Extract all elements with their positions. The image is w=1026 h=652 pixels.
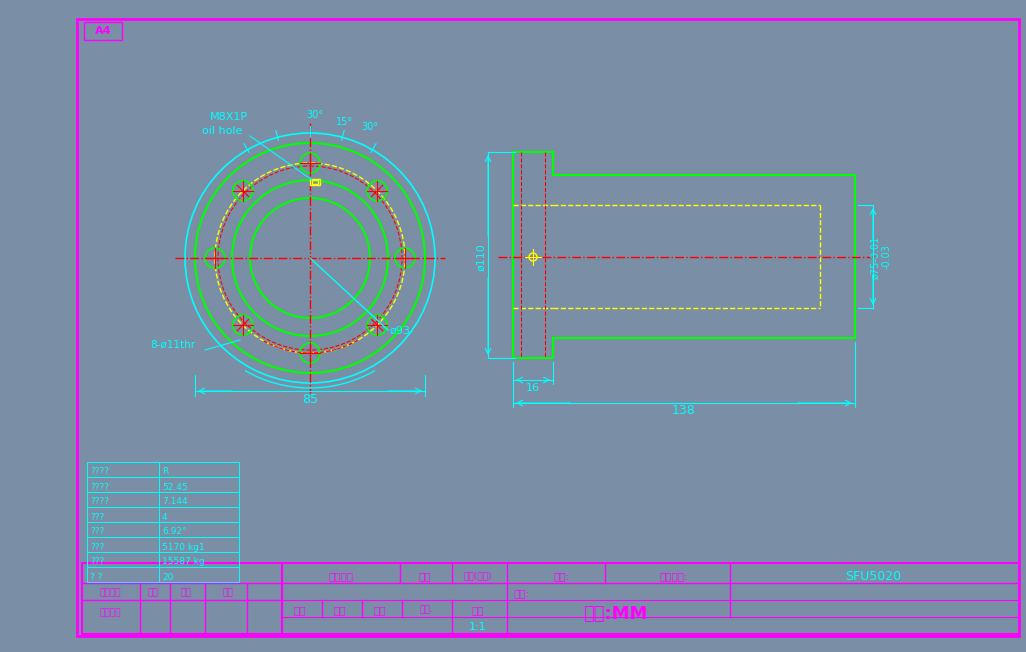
Text: 视角.: 视角. (420, 606, 433, 614)
Text: ???: ??? (90, 512, 105, 522)
Bar (87, 552, 159, 567)
Text: oil hole: oil hole (202, 126, 242, 136)
Text: ???: ??? (90, 542, 105, 552)
Text: M8X1P: M8X1P (210, 112, 248, 122)
Text: 8-ø11thr: 8-ø11thr (150, 340, 195, 350)
Bar (87, 567, 159, 582)
Text: 1:1: 1:1 (469, 622, 486, 632)
Text: ø93: ø93 (390, 326, 410, 336)
Text: ???: ??? (90, 527, 105, 537)
Text: 数量(单台): 数量(单台) (464, 572, 492, 580)
Text: ? ?: ? ? (90, 572, 103, 582)
Bar (282, 563, 1019, 634)
Bar (0, 638, 1026, 652)
Text: 52.45: 52.45 (162, 482, 188, 492)
Bar (1020, 0, 1026, 652)
Text: 7.144: 7.144 (162, 497, 188, 507)
Text: 处数: 处数 (148, 589, 158, 597)
Text: 30°: 30° (307, 110, 323, 120)
Text: ???: ??? (90, 557, 105, 567)
Text: ????: ???? (90, 467, 109, 477)
Text: 20: 20 (162, 572, 173, 582)
Text: 更改标记: 更改标记 (100, 589, 121, 597)
Bar (84, 22, 122, 40)
Text: 16: 16 (526, 383, 540, 393)
Bar (87, 537, 159, 552)
Text: 5170 kg1: 5170 kg1 (162, 542, 204, 552)
Text: 比例: 比例 (472, 605, 484, 615)
Text: ????: ???? (90, 497, 109, 507)
Text: 绘图: 绘图 (293, 605, 306, 615)
Text: 签名: 签名 (223, 589, 233, 597)
Text: 138: 138 (672, 404, 696, 417)
Text: R: R (162, 467, 168, 477)
Bar (0, 0, 1026, 18)
Bar (87, 492, 159, 507)
Bar (159, 552, 239, 567)
Text: 设计: 设计 (333, 605, 346, 615)
Text: 审核: 审核 (373, 605, 386, 615)
Text: 15°: 15° (337, 117, 354, 127)
Bar (87, 507, 159, 522)
Bar (87, 462, 159, 477)
Text: 4: 4 (162, 512, 167, 522)
Text: 型号:: 型号: (554, 571, 570, 581)
Text: ø75-0.01
-0.03: ø75-0.01 -0.03 (870, 235, 892, 278)
Text: ????: ???? (90, 482, 109, 492)
Bar (82, 563, 282, 634)
Bar (87, 477, 159, 492)
Text: 15587 kg: 15587 kg (162, 557, 204, 567)
Text: ø110: ø110 (476, 243, 486, 271)
Bar (159, 477, 239, 492)
Text: SFU5020: SFU5020 (845, 569, 901, 582)
Text: 材料:: 材料: (513, 588, 529, 598)
Text: 85: 85 (302, 393, 318, 406)
Text: 日期: 日期 (181, 589, 192, 597)
Bar (312, 180, 318, 184)
Bar (159, 462, 239, 477)
Bar (159, 537, 239, 552)
Text: 单位:MM: 单位:MM (583, 605, 647, 623)
Text: 客户确认: 客户确认 (100, 608, 121, 617)
Text: 参考图号:: 参考图号: (660, 571, 688, 581)
Bar (0, 0, 75, 652)
Text: 客户名称: 客户名称 (328, 571, 354, 581)
Bar (87, 522, 159, 537)
Bar (310, 179, 320, 185)
Text: 日期: 日期 (419, 571, 431, 581)
Text: 30°: 30° (361, 122, 379, 132)
Text: 6.92°: 6.92° (162, 527, 187, 537)
Bar (159, 567, 239, 582)
Text: A4: A4 (94, 26, 111, 36)
Bar (159, 522, 239, 537)
Bar (159, 492, 239, 507)
Bar (159, 507, 239, 522)
